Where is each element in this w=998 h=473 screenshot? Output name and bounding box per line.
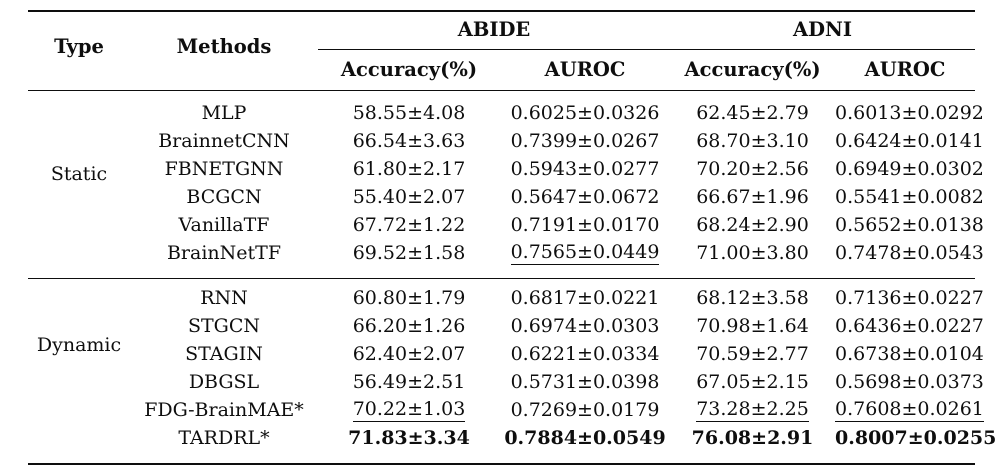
adni-accuracy-value: 68.24±2.90 (696, 214, 809, 237)
col-header-adni-auroc: AUROC (835, 49, 976, 91)
abide-auroc-value: 0.7884±0.0549 (504, 427, 666, 450)
col-header-methods: Methods (130, 11, 318, 91)
adni-auroc-value: 0.6424±0.0141 (835, 130, 984, 153)
method-name: TARDRL* (178, 427, 270, 450)
abide-accuracy-value: 69.52±1.58 (352, 242, 466, 265)
adni-auroc-value: 0.6436±0.0227 (835, 315, 984, 338)
table-row: FBNETGNN 61.80±2.17 0.5943±0.0277 70.20±… (28, 156, 984, 184)
dynamic-section: Dynamic RNN 60.80±1.79 0.6817±0.0221 68.… (28, 278, 997, 464)
subcolumn-header-row: Accuracy(%) AUROC Accuracy(%) AUROC (28, 49, 976, 91)
method-name: VanillaTF (178, 214, 270, 237)
static-section: Static MLP 58.55±4.08 0.6025±0.0326 62.4… (28, 91, 984, 279)
adni-auroc-value: 0.6013±0.0292 (835, 102, 984, 125)
group-header-abide: ABIDE (318, 11, 671, 50)
col-header-methods-label: Methods (176, 34, 272, 58)
adni-accuracy-value: 73.28±2.25 (670, 397, 835, 425)
type-label: Static (50, 163, 108, 186)
second-best-value: 73.28±2.25 (696, 398, 809, 422)
adni-accuracy-value: 70.98±1.64 (696, 315, 809, 338)
adni-auroc-value: 0.8007±0.0255 (835, 427, 997, 450)
abide-accuracy-value: 62.40±2.07 (352, 343, 466, 366)
adni-auroc-value: 0.7608±0.0261 (835, 397, 984, 425)
adni-accuracy-value: 68.12±3.58 (670, 278, 836, 313)
adni-accuracy-value: 70.59±2.77 (696, 343, 809, 366)
adni-accuracy-value: 62.45±2.79 (696, 102, 809, 125)
second-best-value: 0.7608±0.0261 (835, 398, 984, 422)
adni-auroc-value: 0.6949±0.0302 (835, 158, 984, 181)
abide-auroc-value: 0.7269±0.0179 (510, 399, 660, 422)
abide-auroc-value: 0.6025±0.0326 (510, 102, 660, 125)
method-name: FBNETGNN (164, 158, 284, 181)
adni-auroc-value: 0.6738±0.0104 (835, 343, 984, 366)
abide-accuracy-value: 56.49±2.51 (352, 371, 466, 394)
abide-accuracy-value: 55.40±2.07 (352, 186, 466, 209)
abide-auroc-value: 0.6221±0.0334 (510, 343, 660, 366)
abide-accuracy-value: 66.54±3.63 (352, 130, 466, 153)
table-row: Static MLP 58.55±4.08 0.6025±0.0326 62.4… (28, 91, 984, 184)
abide-auroc-value: 0.7191±0.0170 (510, 214, 660, 237)
results-table: Type Methods ABIDE ADNI Accuracy(%) AURO… (28, 10, 997, 465)
method-name: STGCN (187, 315, 261, 338)
adni-auroc-value: 0.7478±0.0543 (835, 242, 984, 265)
adni-accuracy-value: 70.20±2.56 (696, 158, 809, 181)
results-table-container: Type Methods ABIDE ADNI Accuracy(%) AURO… (28, 10, 997, 465)
abide-auroc-value: 0.6974±0.0303 (510, 315, 660, 338)
adni-accuracy-value: 76.08±2.91 (691, 427, 814, 450)
abide-auroc-value: 0.5731±0.0398 (510, 371, 660, 394)
abide-accuracy-value: 61.80±2.17 (352, 158, 466, 181)
table-row: VanillaTF 67.72±1.22 0.7191±0.0170 68.24… (28, 212, 984, 240)
col-header-abide-auroc: AUROC (500, 49, 671, 91)
method-name: BCGCN (186, 186, 262, 209)
abide-accuracy-value: 60.80±1.79 (318, 278, 500, 313)
abide-accuracy-value: 67.72±1.22 (352, 214, 466, 237)
table-row: BrainnetCNN 66.54±3.63 0.7399±0.0267 68.… (28, 128, 984, 156)
col-header-abide-accuracy: Accuracy(%) (318, 49, 500, 91)
adni-auroc-value: 0.7136±0.0227 (835, 278, 984, 313)
table-row: STAGIN 62.40±2.07 0.6221±0.0334 70.59±2.… (28, 341, 984, 369)
col-header-adni-accuracy: Accuracy(%) (670, 49, 836, 91)
abide-auroc-value: 0.7399±0.0267 (510, 130, 660, 153)
adni-auroc-value: 0.5541±0.0082 (835, 186, 984, 209)
table-row: BrainNetTF 69.52±1.58 0.7565±0.0449 71.0… (28, 240, 984, 279)
adni-accuracy-value: 67.05±2.15 (696, 371, 809, 394)
method-name: RNN (130, 278, 318, 313)
group-header-row: Type Methods ABIDE ADNI (28, 11, 976, 91)
col-header-type-label: Type (54, 34, 104, 58)
second-best-value: 70.22±1.03 (352, 398, 466, 422)
table-row: TARDRL* 71.83±3.34 0.7884±0.0549 76.08±2… (28, 425, 997, 464)
adni-accuracy-value: 66.67±1.96 (696, 186, 809, 209)
type-cell-static: Static (28, 91, 130, 279)
method-name: DBGSL (188, 371, 260, 394)
type-cell-dynamic: Dynamic (28, 278, 130, 464)
adni-auroc-value: 0.5652±0.0138 (835, 214, 984, 237)
abide-auroc-value: 0.6817±0.0221 (500, 278, 671, 313)
method-name: STAGIN (185, 343, 263, 366)
table-row: FDG-BrainMAE* 70.22±1.03 0.7269±0.0179 7… (28, 397, 984, 425)
adni-accuracy-value: 68.70±3.10 (696, 130, 809, 153)
abide-accuracy-value: 66.20±1.26 (352, 315, 466, 338)
table-header: Type Methods ABIDE ADNI Accuracy(%) AURO… (28, 11, 976, 91)
table-row: Dynamic RNN 60.80±1.79 0.6817±0.0221 68.… (28, 278, 984, 464)
method-name: FDG-BrainMAE* (144, 399, 304, 422)
method-name: MLP (201, 102, 247, 125)
table-row: BCGCN 55.40±2.07 0.5647±0.0672 66.67±1.9… (28, 184, 984, 212)
adni-accuracy-value: 71.00±3.80 (696, 242, 809, 265)
type-label: Dynamic (36, 334, 122, 357)
second-best-value: 0.7565±0.0449 (510, 241, 660, 265)
abide-accuracy-value: 70.22±1.03 (318, 397, 500, 425)
adni-auroc-value: 0.5698±0.0373 (835, 371, 984, 394)
group-header-adni: ADNI (670, 11, 976, 50)
method-name: BrainNetTF (166, 242, 282, 265)
abide-auroc-value: 0.5943±0.0277 (510, 158, 660, 181)
table-row: STGCN 66.20±1.26 0.6974±0.0303 70.98±1.6… (28, 313, 984, 341)
abide-auroc-value: 0.7565±0.0449 (500, 240, 670, 279)
method-name: BrainnetCNN (158, 130, 290, 153)
abide-accuracy-value: 58.55±4.08 (352, 102, 466, 125)
abide-accuracy-value: 71.83±3.34 (348, 427, 470, 450)
abide-auroc-value: 0.5647±0.0672 (510, 186, 660, 209)
table-row: DBGSL 56.49±2.51 0.5731±0.0398 67.05±2.1… (28, 369, 984, 397)
col-header-type: Type (28, 11, 130, 91)
